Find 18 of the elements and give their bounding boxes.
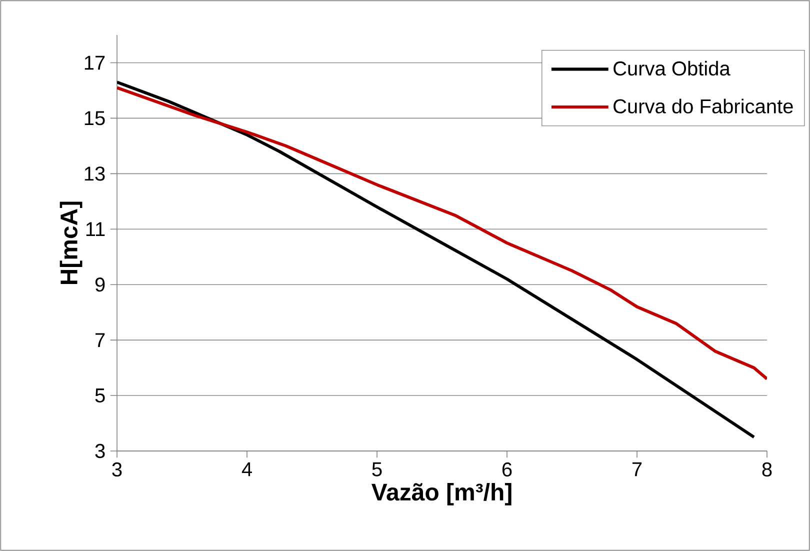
y-tick-label: 5 bbox=[95, 388, 105, 403]
legend-label: Curva do Fabricante bbox=[614, 98, 793, 114]
legend-label: Curva Obtida bbox=[614, 60, 730, 76]
x-tick-label: 6 bbox=[502, 462, 512, 477]
x-axis-title: Vazão [m³/h] bbox=[371, 483, 512, 506]
y-tick-label: 13 bbox=[84, 166, 105, 181]
x-tick-label: 8 bbox=[762, 462, 772, 477]
y-tick-label: 9 bbox=[95, 278, 105, 292]
x-tick-label: 5 bbox=[372, 462, 382, 476]
y-tick-label: 3 bbox=[95, 444, 105, 458]
y-tick-label: 15 bbox=[84, 111, 105, 126]
y-tick-label: 7 bbox=[96, 333, 105, 347]
x-tick-label: 7 bbox=[632, 462, 642, 476]
x-tick-label: 3 bbox=[112, 462, 122, 477]
x-tick-label: 4 bbox=[242, 462, 252, 476]
y-tick-label: 17 bbox=[84, 56, 105, 70]
y-tick-label: 11 bbox=[86, 222, 105, 236]
y-axis-title: H[mcA] bbox=[60, 202, 82, 284]
